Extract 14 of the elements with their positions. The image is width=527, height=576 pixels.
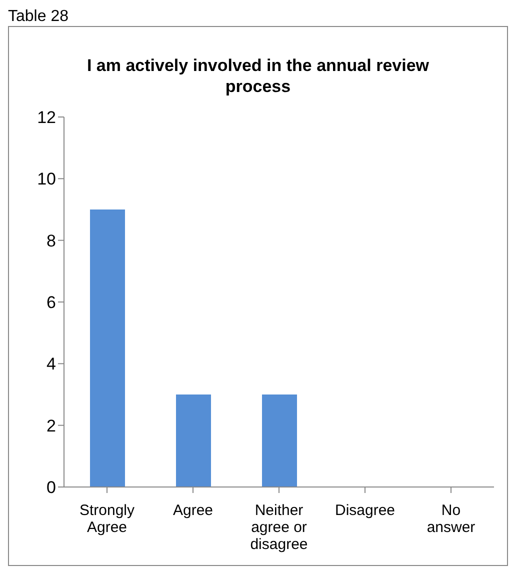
- x-tick-label: Neither agree or disagree: [250, 502, 308, 553]
- x-tick-label: Disagree: [334, 502, 396, 519]
- y-tick-label: 0: [46, 478, 56, 498]
- caption: Table 28: [8, 8, 70, 26]
- y-tick-label: 2: [46, 416, 56, 436]
- y-tick-label: 8: [46, 231, 56, 250]
- y-tick-label: 12: [37, 108, 56, 128]
- x-tick-label: Strongly Agree: [79, 502, 136, 536]
- chart-title: I am actively involved in the annual review process: [86, 55, 430, 97]
- x-tick-label: Agree: [172, 502, 214, 519]
- x-tick-label: No answer: [426, 502, 476, 536]
- y-tick-label: 4: [46, 354, 56, 374]
- y-tick-label: 6: [46, 293, 56, 312]
- y-tick-label: 10: [37, 170, 56, 189]
